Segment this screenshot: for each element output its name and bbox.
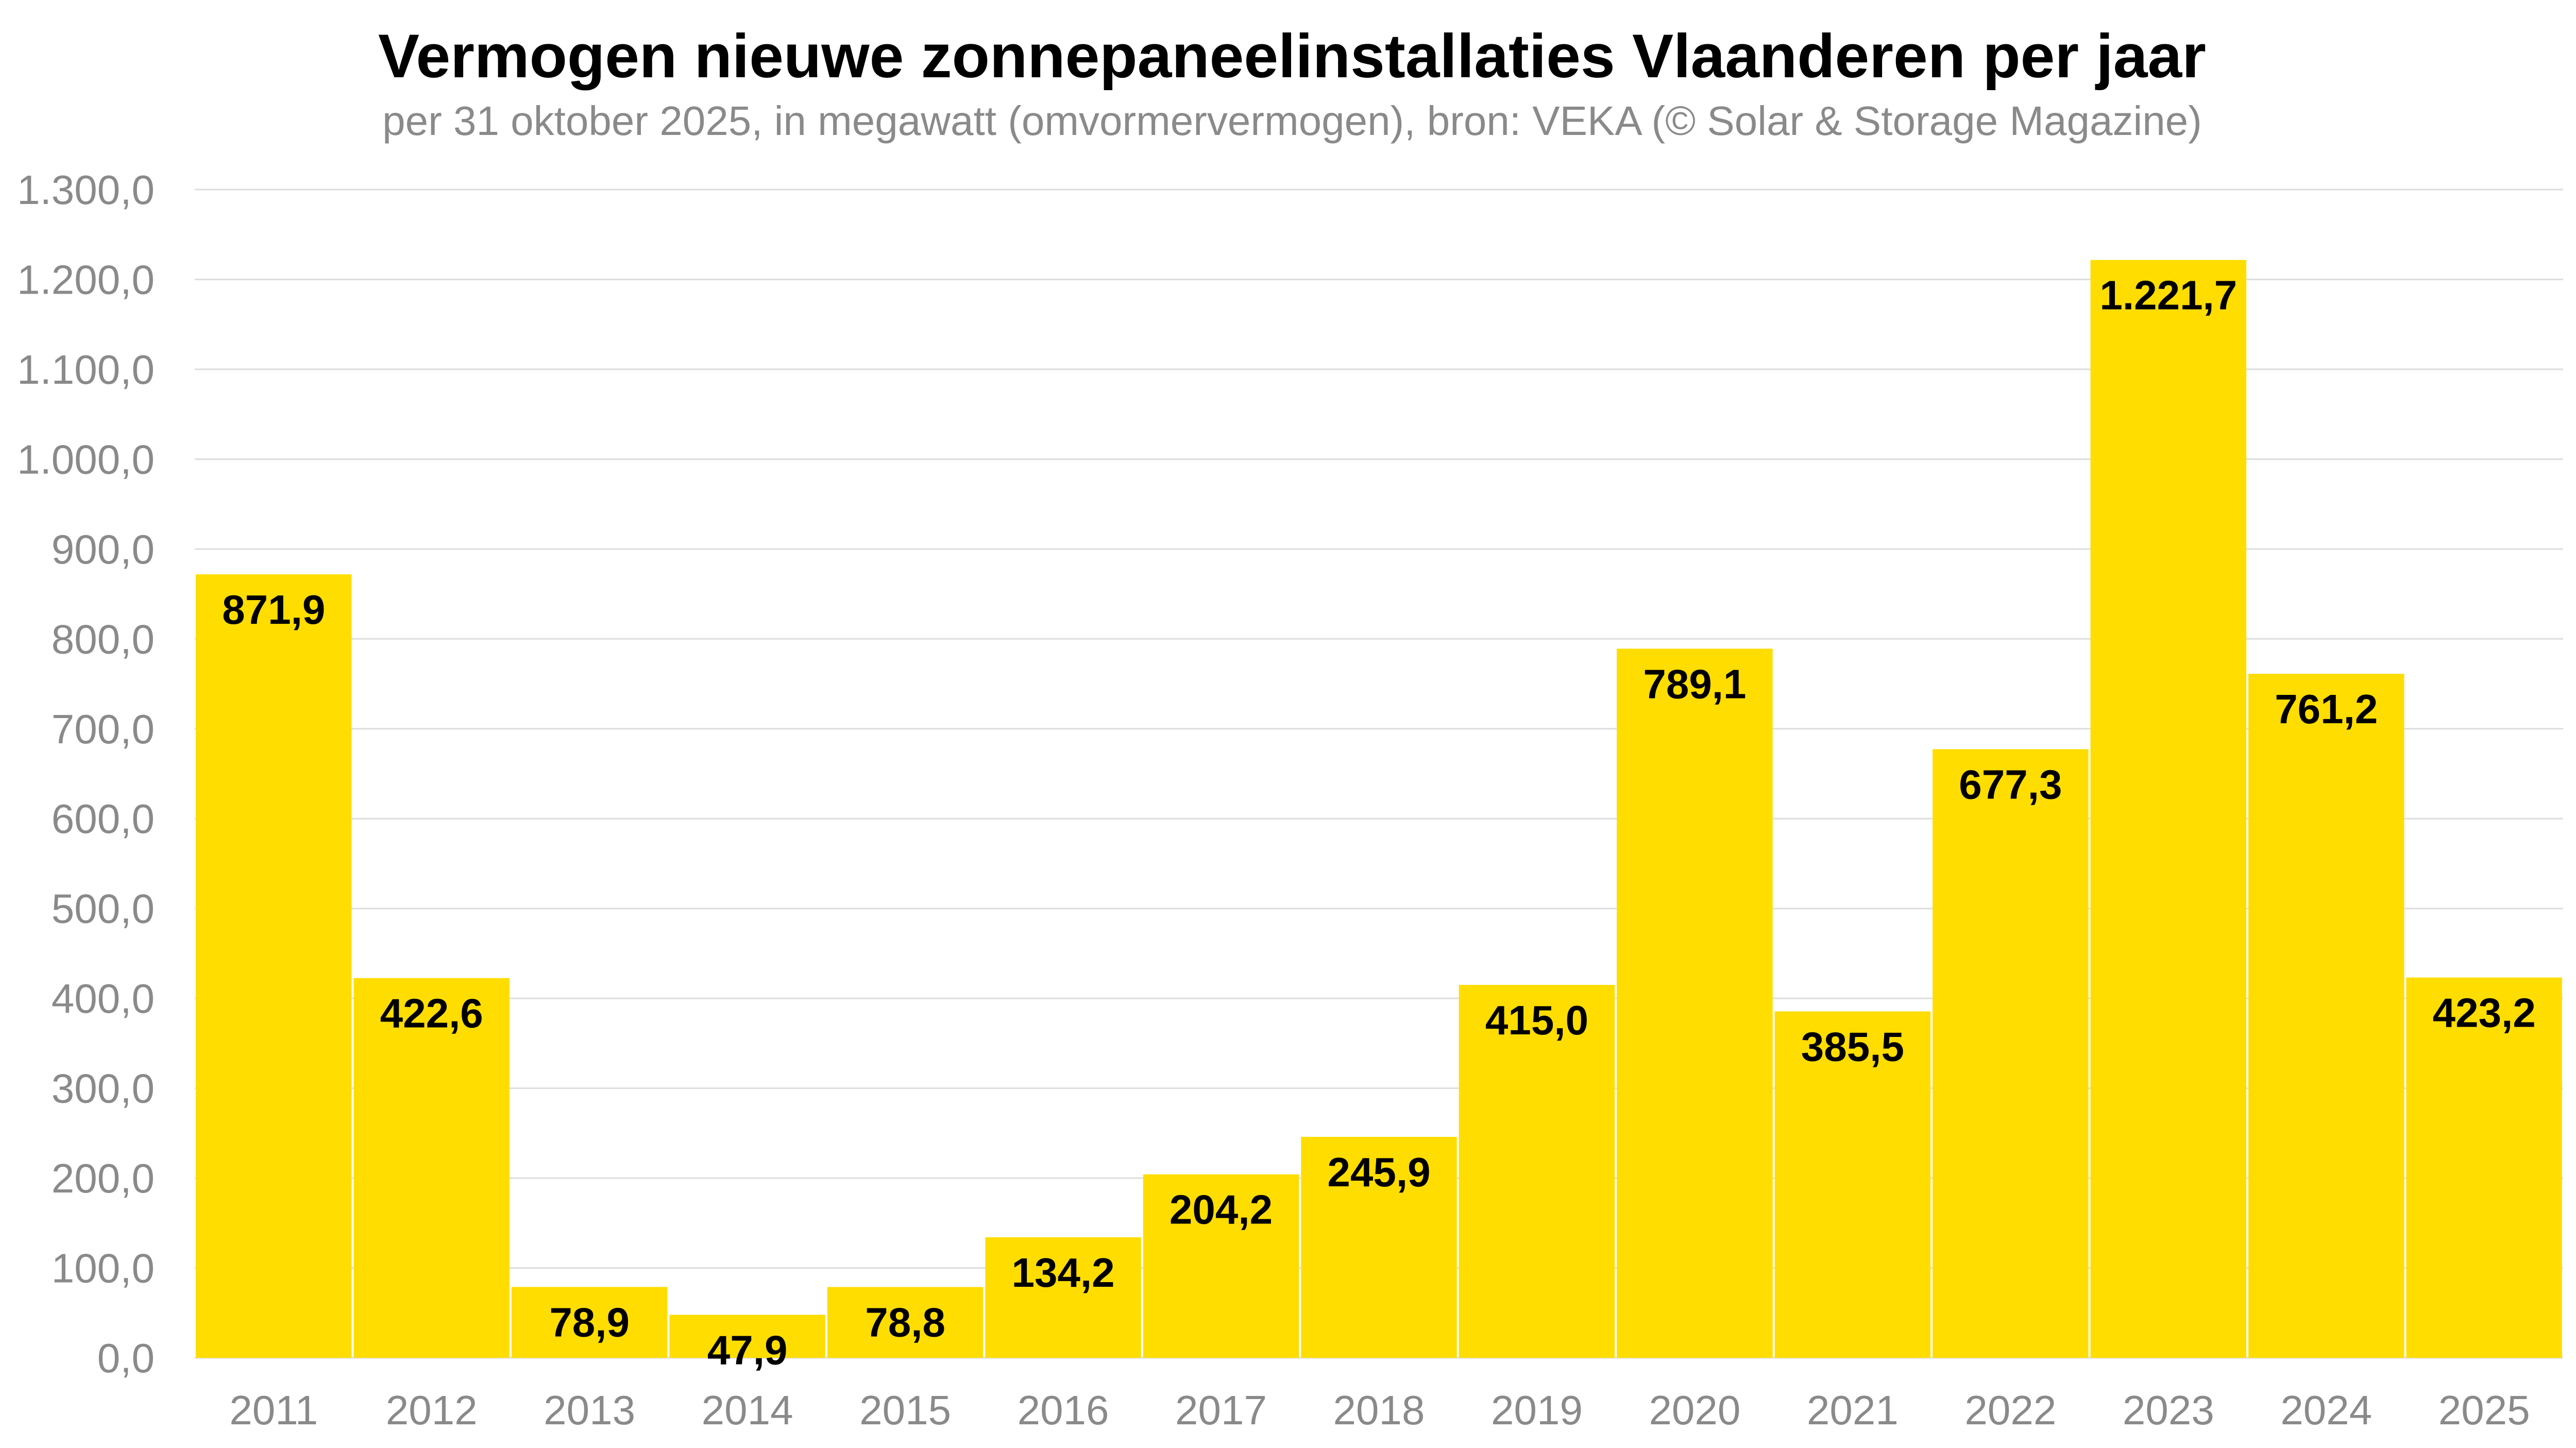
data-label: 761,2 <box>2275 686 2378 732</box>
bar <box>196 574 352 1358</box>
x-tick-label: 2020 <box>1649 1387 1740 1433</box>
data-label: 47,9 <box>707 1327 788 1373</box>
bar <box>1617 649 1773 1358</box>
y-tick-label: 900,0 <box>52 526 155 572</box>
data-label: 134,2 <box>1011 1250 1114 1296</box>
bar <box>1933 749 2089 1358</box>
x-tick-label: 2018 <box>1333 1387 1425 1433</box>
data-labels: 871,9 422,6 78,9 47,9 78,8 134,2 204,2 245,9 415… <box>222 272 2536 1373</box>
data-label: 78,9 <box>549 1299 630 1345</box>
x-tick-label: 2016 <box>1018 1387 1109 1433</box>
x-tick-label: 2017 <box>1175 1387 1267 1433</box>
x-tick-label: 2019 <box>1491 1387 1583 1433</box>
bar <box>1459 984 1615 1358</box>
x-axis-tick-labels: 2011 2012 2013 2014 2015 2016 2017 2018 2019 2020… <box>229 1387 2530 1433</box>
x-tick-label: 2014 <box>702 1387 793 1433</box>
data-label: 415,0 <box>1485 997 1588 1043</box>
x-tick-label: 2021 <box>1807 1387 1899 1433</box>
chart-title: Vermogen nieuwe zonnepaneelinstallaties … <box>378 22 2206 91</box>
bar <box>1774 1011 1931 1358</box>
bars <box>196 260 2562 1358</box>
y-tick-label: 100,0 <box>52 1246 155 1291</box>
data-label: 78,8 <box>865 1300 945 1345</box>
data-label: 422,6 <box>380 991 483 1036</box>
y-tick-label: 800,0 <box>52 616 155 662</box>
data-label: 245,9 <box>1327 1149 1430 1195</box>
y-tick-label: 700,0 <box>52 706 155 752</box>
bar <box>2248 673 2404 1358</box>
x-tick-label: 2022 <box>1964 1387 2056 1433</box>
y-tick-label: 1.200,0 <box>17 257 155 302</box>
y-tick-label: 1.000,0 <box>17 436 155 482</box>
chart-subtitle: per 31 oktober 2025, in megawatt (omvorm… <box>382 98 2202 144</box>
y-tick-label: 0,0 <box>97 1335 155 1381</box>
y-tick-label: 300,0 <box>52 1066 155 1112</box>
data-label: 677,3 <box>1959 761 2062 807</box>
y-tick-label: 400,0 <box>52 976 155 1021</box>
y-axis-tick-labels: 0,0 100,0 200,0 300,0 400,0 500,0 600,0 700,0 80… <box>17 167 155 1381</box>
x-tick-label: 2011 <box>229 1387 318 1433</box>
x-tick-label: 2025 <box>2438 1387 2530 1433</box>
bar <box>827 1287 984 1358</box>
bar <box>2406 977 2562 1358</box>
data-label: 871,9 <box>222 587 325 633</box>
x-tick-label: 2015 <box>859 1387 951 1433</box>
bar <box>669 1315 825 1358</box>
x-tick-label: 2024 <box>2280 1387 2372 1433</box>
y-tick-label: 500,0 <box>52 886 155 932</box>
data-label: 789,1 <box>1643 661 1746 707</box>
data-label: 423,2 <box>2433 990 2536 1036</box>
data-label: 385,5 <box>1801 1024 1904 1069</box>
data-label: 204,2 <box>1170 1187 1273 1233</box>
x-tick-label: 2023 <box>2123 1387 2214 1433</box>
y-tick-label: 1.300,0 <box>17 167 155 213</box>
bar <box>511 1287 668 1358</box>
bar <box>985 1237 1141 1358</box>
bar <box>1143 1174 1299 1358</box>
bar <box>2090 260 2247 1358</box>
x-tick-label: 2013 <box>544 1387 635 1433</box>
x-tick-label: 2012 <box>386 1387 478 1433</box>
data-label: 1.221,7 <box>2099 272 2237 318</box>
y-tick-label: 200,0 <box>52 1155 155 1201</box>
bar <box>353 978 510 1358</box>
y-tick-label: 1.100,0 <box>17 347 155 393</box>
y-tick-label: 600,0 <box>52 796 155 842</box>
bar <box>1301 1136 1457 1358</box>
